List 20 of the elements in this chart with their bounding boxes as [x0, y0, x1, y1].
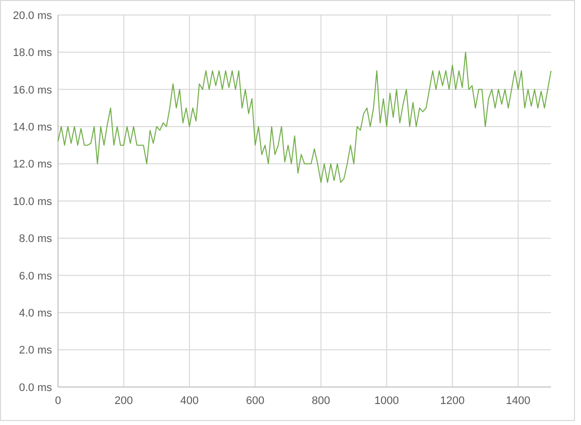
x-tick-label: 1000: [374, 395, 399, 407]
y-tick-label: 18.0 ms: [12, 47, 52, 60]
x-tick-label: 800: [312, 395, 330, 407]
y-tick-label: 6.0 ms: [18, 270, 52, 282]
x-tick-label: 1400: [506, 395, 530, 407]
x-tick-label: 1200: [440, 395, 465, 407]
x-tick-label: 600: [246, 395, 264, 407]
line-series: [58, 52, 552, 183]
x-tick-label: 400: [180, 395, 199, 407]
x-tick-label: 200: [114, 395, 133, 407]
y-tick-label: 8.0 ms: [18, 233, 52, 246]
y-tick-label: 20.0 ms: [12, 10, 52, 22]
y-tick-label: 2.0 ms: [18, 344, 52, 357]
y-tick-label: 0.0 ms: [18, 382, 52, 394]
y-tick-label: 14.0 ms: [12, 121, 52, 134]
y-tick-label: 4.0 ms: [18, 307, 52, 320]
y-tick-label: 10.0 ms: [12, 196, 52, 208]
y-tick-label: 12.0 ms: [12, 158, 52, 171]
x-tick-label: 0: [54, 395, 62, 407]
y-tick-label: 16.0 ms: [12, 84, 52, 96]
